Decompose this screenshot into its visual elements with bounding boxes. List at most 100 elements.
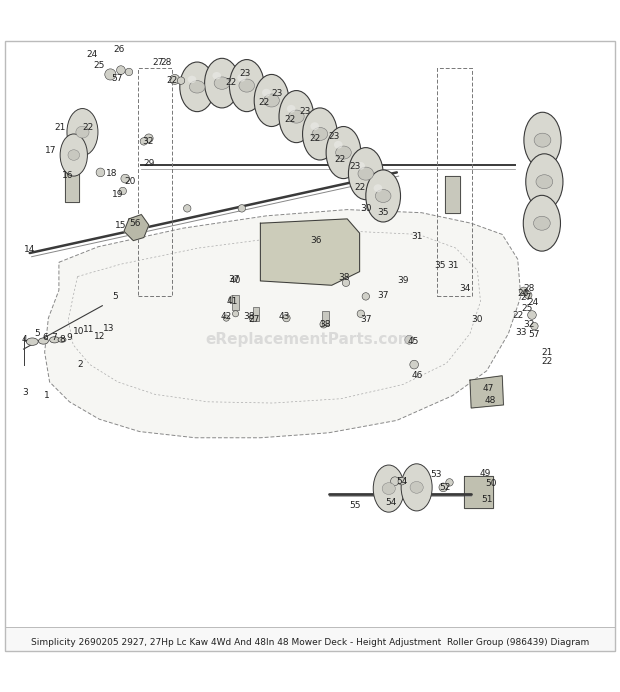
Text: 24: 24 — [86, 50, 97, 59]
Ellipse shape — [26, 338, 38, 345]
Bar — [322, 311, 329, 325]
Ellipse shape — [526, 154, 563, 210]
Text: 48: 48 — [484, 396, 495, 405]
Text: 35: 35 — [435, 261, 446, 270]
Ellipse shape — [528, 311, 536, 319]
Text: 5: 5 — [112, 292, 118, 301]
Ellipse shape — [249, 314, 257, 322]
Ellipse shape — [533, 217, 551, 230]
Text: 35: 35 — [378, 208, 389, 217]
Ellipse shape — [398, 477, 405, 485]
Text: 41: 41 — [227, 297, 238, 306]
Ellipse shape — [238, 205, 246, 212]
Text: 37: 37 — [229, 275, 240, 284]
Ellipse shape — [334, 141, 343, 149]
Ellipse shape — [76, 126, 89, 138]
Text: 46: 46 — [412, 372, 423, 381]
Ellipse shape — [279, 91, 314, 143]
Ellipse shape — [237, 74, 246, 82]
Ellipse shape — [283, 314, 290, 322]
Ellipse shape — [446, 479, 453, 486]
Text: 30: 30 — [360, 204, 371, 213]
Text: 52: 52 — [440, 483, 451, 492]
Text: 29: 29 — [143, 158, 154, 167]
Ellipse shape — [525, 291, 532, 299]
Text: 23: 23 — [328, 132, 339, 141]
Bar — [232, 295, 239, 310]
Text: 6: 6 — [42, 334, 48, 343]
Text: 4: 4 — [22, 336, 28, 345]
Text: 27: 27 — [520, 293, 531, 302]
Ellipse shape — [348, 147, 383, 200]
Text: 54: 54 — [385, 498, 396, 507]
Text: 27: 27 — [153, 57, 164, 66]
Text: 22: 22 — [334, 156, 345, 165]
Text: 38: 38 — [339, 273, 350, 282]
Ellipse shape — [391, 477, 399, 486]
Text: 28: 28 — [523, 284, 534, 293]
Text: 26: 26 — [113, 45, 125, 54]
Ellipse shape — [188, 75, 197, 83]
Ellipse shape — [223, 315, 229, 321]
Text: 22: 22 — [225, 78, 236, 87]
Polygon shape — [464, 476, 493, 509]
Polygon shape — [470, 376, 503, 408]
Ellipse shape — [531, 322, 538, 330]
Text: 22: 22 — [166, 76, 177, 85]
Bar — [253, 307, 259, 320]
Text: 30: 30 — [472, 316, 483, 325]
Text: 22: 22 — [82, 123, 94, 132]
Text: 20: 20 — [125, 177, 136, 186]
Ellipse shape — [320, 320, 327, 328]
Text: 21: 21 — [55, 123, 66, 132]
Ellipse shape — [358, 167, 374, 180]
Text: 45: 45 — [408, 337, 419, 346]
Text: 33: 33 — [515, 328, 526, 337]
Ellipse shape — [375, 190, 391, 203]
Text: 54: 54 — [396, 477, 407, 486]
Text: 38: 38 — [244, 311, 255, 320]
Text: 2: 2 — [78, 360, 84, 369]
Text: 24: 24 — [528, 298, 539, 307]
Text: 11: 11 — [83, 325, 94, 334]
Ellipse shape — [366, 170, 401, 222]
Ellipse shape — [213, 72, 221, 80]
Ellipse shape — [105, 69, 116, 80]
Text: 50: 50 — [485, 479, 497, 488]
Ellipse shape — [288, 110, 304, 123]
Text: 12: 12 — [94, 332, 105, 341]
Ellipse shape — [117, 66, 125, 75]
Polygon shape — [445, 176, 460, 212]
Ellipse shape — [170, 75, 180, 84]
Text: 17: 17 — [45, 146, 56, 155]
Bar — [437, 69, 472, 296]
Ellipse shape — [119, 188, 126, 194]
Text: 22: 22 — [354, 183, 365, 192]
Ellipse shape — [67, 109, 98, 156]
Ellipse shape — [180, 62, 215, 111]
Ellipse shape — [262, 89, 271, 97]
Text: 1: 1 — [43, 391, 50, 400]
Text: 21: 21 — [542, 347, 553, 356]
Ellipse shape — [303, 108, 337, 160]
Ellipse shape — [311, 122, 319, 130]
Text: 23: 23 — [350, 162, 361, 171]
Bar — [5, 628, 615, 651]
Text: 57: 57 — [111, 73, 122, 82]
Text: 23: 23 — [239, 69, 250, 78]
Ellipse shape — [312, 127, 328, 140]
Ellipse shape — [410, 482, 423, 493]
Text: 27: 27 — [249, 315, 260, 324]
Text: 42: 42 — [221, 311, 232, 320]
Text: 32: 32 — [523, 320, 534, 329]
Ellipse shape — [205, 58, 239, 108]
Ellipse shape — [523, 195, 560, 251]
Ellipse shape — [229, 60, 264, 111]
Ellipse shape — [410, 361, 418, 369]
Ellipse shape — [342, 279, 350, 286]
Ellipse shape — [401, 464, 432, 511]
Text: 38: 38 — [320, 320, 331, 329]
Text: 28: 28 — [161, 57, 172, 66]
Text: 19: 19 — [112, 190, 123, 199]
Ellipse shape — [254, 75, 289, 127]
